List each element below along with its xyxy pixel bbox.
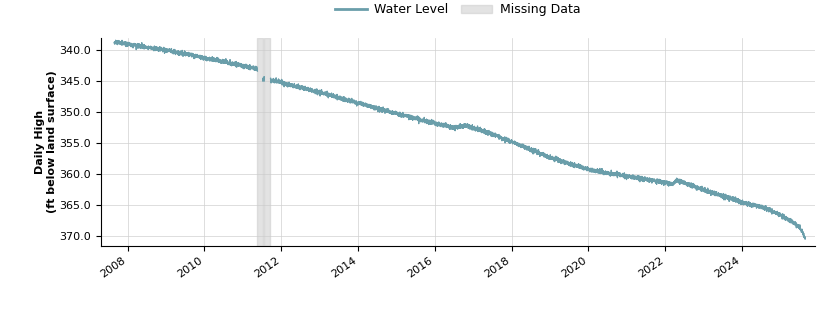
Bar [265, 38, 270, 246]
Bar [257, 38, 263, 246]
Y-axis label: Daily High
(ft below land surface): Daily High (ft below land surface) [35, 70, 56, 213]
Legend: Water Level, Missing Data: Water Level, Missing Data [330, 0, 585, 21]
